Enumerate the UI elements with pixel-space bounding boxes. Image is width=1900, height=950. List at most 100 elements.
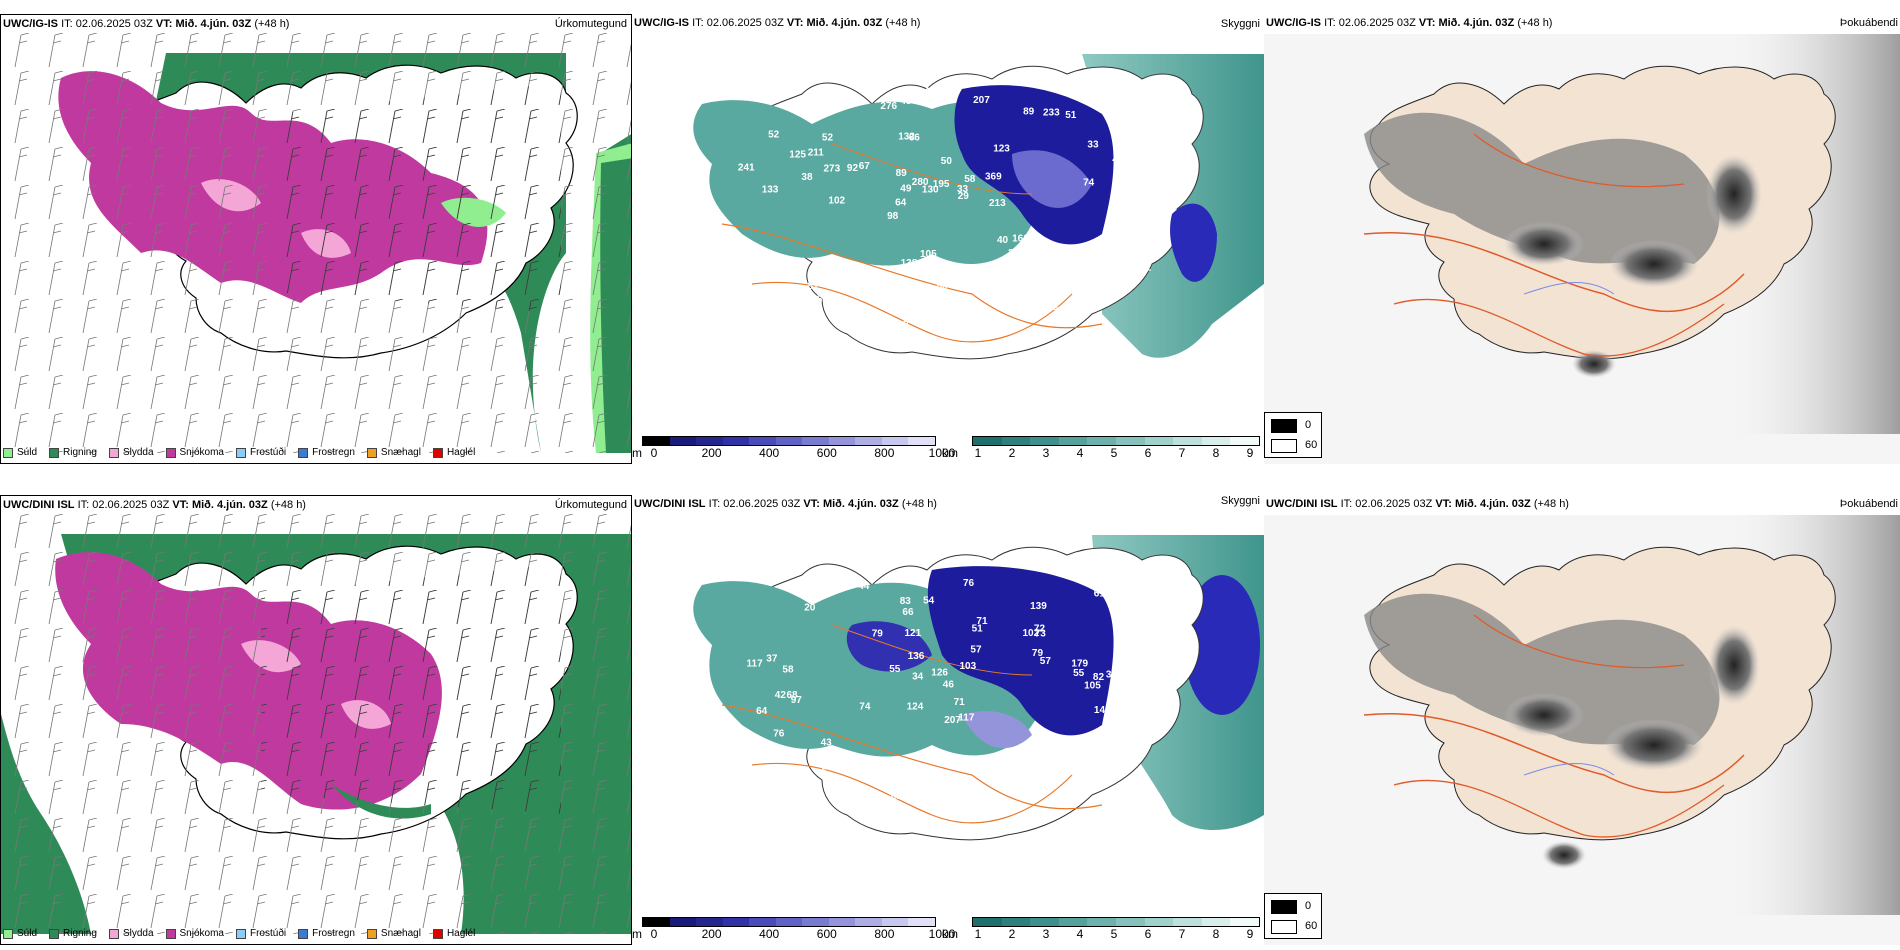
cloud-base-value: 62 — [793, 753, 805, 764]
cloud-base-value: 46 — [943, 680, 955, 691]
legend-label: Slydda — [122, 928, 154, 939]
cloud-base-value: 34 — [912, 672, 924, 683]
cloud-base-colorbar: m 0 200 400 600 800 1000 — [632, 436, 955, 464]
visibility-map: 139 133 124 117 68 102 64 51 46 44 74 85 57 43 58 42 51 3… — [632, 515, 1264, 915]
fog-legend-row2: 0 60 — [1264, 893, 1322, 939]
cloud-base-value: 117 — [958, 713, 975, 724]
cloud-base-value: 51 — [972, 624, 984, 635]
legend-swatch — [49, 447, 60, 458]
cloud-base-value: 66 — [902, 607, 914, 618]
panel-type-title: Skyggni — [1220, 495, 1260, 507]
cloud-base-value: 126 — [931, 668, 948, 679]
cloud-base-value: 95 — [1139, 614, 1151, 625]
cloud-base-value: 75 — [811, 295, 823, 306]
fog-legend-swatch — [1271, 920, 1297, 934]
cloud-base-value: 34 — [895, 283, 907, 294]
panel-header: UWC/DINI ISL IT: 02.06.2025 03Z VT: Mið.… — [634, 498, 937, 510]
cloud-base-value: 133 — [762, 185, 779, 196]
cloud-base-colorbar: m 0 200 400 600 800 1000 — [632, 917, 955, 945]
legend-swatch — [49, 928, 60, 939]
cloud-base-value: 369 — [985, 171, 1002, 182]
cloud-base-value: 55 — [1073, 668, 1085, 679]
colorbar-tick: 3 — [1042, 446, 1050, 460]
legend-label: Slydda — [122, 447, 154, 458]
cloud-base-value: 42 — [775, 690, 787, 701]
cloud-base-value: 92 — [847, 163, 859, 174]
cloud-base-value: 53 — [1030, 237, 1042, 248]
panel-header: UWC/DINI ISL IT: 02.06.2025 03Z VT: Mið.… — [1266, 498, 1569, 510]
cloud-base-value: 211 — [808, 148, 825, 159]
cloud-base-value: 94 — [919, 87, 931, 98]
legend-item: Rigning — [49, 928, 97, 939]
cloud-base-value: 195 — [933, 179, 950, 190]
cloud-base-value: 125 — [789, 150, 806, 161]
colorbar-tick: 7 — [1178, 446, 1186, 460]
cloud-base-value: 158 — [1112, 121, 1129, 132]
legend-item: Slydda — [108, 928, 154, 939]
cloud-base-value: 89 — [896, 168, 908, 179]
cloud-base-value: 136 — [908, 651, 925, 662]
legend-item: Frostregn — [298, 928, 355, 939]
cloud-base-value: 79 — [872, 628, 884, 639]
visibility-map: 133 158 98 123 132 50 101 67 75 66 58 53 52 45 62 40 46 6… — [632, 34, 1264, 434]
cloud-base-value: 37 — [1106, 669, 1118, 680]
legend-item: Snæhagl — [366, 928, 421, 939]
colorbar-tick: 1000 — [928, 446, 956, 460]
cloud-base-value: 58 — [782, 665, 794, 676]
cloud-base-value: 80 — [1100, 289, 1112, 300]
cloud-base-value: 50 — [941, 156, 953, 167]
legend-item: Frostúði — [235, 447, 286, 458]
cloud-base-value: 85 — [912, 776, 924, 787]
cloud-base-value: 133 — [1140, 671, 1157, 682]
cloud-base-value: 89 — [1023, 107, 1035, 118]
cloud-base-value: 121 — [905, 628, 922, 639]
cloud-base-value: 45 — [900, 96, 912, 107]
legend-label: Snjókoma — [179, 928, 224, 939]
precip-type-map — [1, 33, 631, 453]
visibility-colorbar: km 12345678910 — [942, 917, 1264, 945]
cloud-base-value: 144 — [1094, 705, 1111, 716]
colorbar-tick: 6 — [1144, 446, 1152, 460]
cloud-base-value: 45 — [904, 315, 916, 326]
cloud-base-value: 50 — [937, 281, 949, 292]
colorbar-tick: 400 — [759, 927, 780, 941]
colorbar-tick: 2 — [1008, 927, 1016, 941]
fog-legend-label: 60 — [1305, 920, 1318, 932]
cloud-base-value: 105 — [1084, 681, 1101, 692]
legend-swatch — [432, 447, 443, 458]
cloud-base-value: 79 — [1032, 648, 1044, 659]
legend-swatch — [108, 928, 119, 939]
colorbar-tick: 1 — [974, 446, 982, 460]
cloud-base-value: 74 — [859, 701, 871, 712]
precip-legend: Súld Rigning Slydda Snjókoma Frostúði Frostre… — [3, 447, 475, 458]
colorbar-tick: 800 — [874, 446, 895, 460]
fog-legend-swatch — [1271, 439, 1297, 453]
legend-item: Slydda — [108, 447, 154, 458]
cloud-base-value: 84 — [1025, 234, 1037, 245]
fog-legend-label: 0 — [1305, 419, 1312, 431]
colorbar-tick: 5 — [1110, 446, 1118, 460]
legend-item: Frostúði — [235, 928, 286, 939]
cloud-base-value: 102 — [1023, 628, 1040, 639]
legend-item: Snæhagl — [366, 447, 421, 458]
cloud-base-value: 44 — [858, 581, 870, 592]
cloud-base-value: 82 — [1093, 672, 1105, 683]
cloud-base-value: 75 — [999, 258, 1011, 269]
legend-label: Frostregn — [312, 928, 355, 939]
cloud-base-value: 33 — [1087, 140, 1099, 151]
cloud-base-value: 119 — [853, 306, 870, 317]
legend-item: Rigning — [49, 447, 97, 458]
cloud-base-value: 49 — [900, 183, 912, 194]
precip-type-map — [1, 514, 631, 934]
colorbar-tick: 800 — [874, 927, 895, 941]
legend-swatch — [235, 928, 246, 939]
legend-item: Frostregn — [298, 447, 355, 458]
panel-type-title: Skyggni — [1220, 18, 1260, 30]
cloud-base-value: 139 — [1030, 601, 1047, 612]
cloud-base-value: 78 — [896, 92, 908, 103]
colorbar-tick: 600 — [816, 927, 837, 941]
panel-type-title: Úrkomutegund — [554, 499, 627, 511]
cloud-base-value: 198 — [1092, 243, 1109, 254]
cloud-base-value: 255 — [1008, 248, 1025, 259]
colorbar-tick: 1000 — [928, 927, 956, 941]
